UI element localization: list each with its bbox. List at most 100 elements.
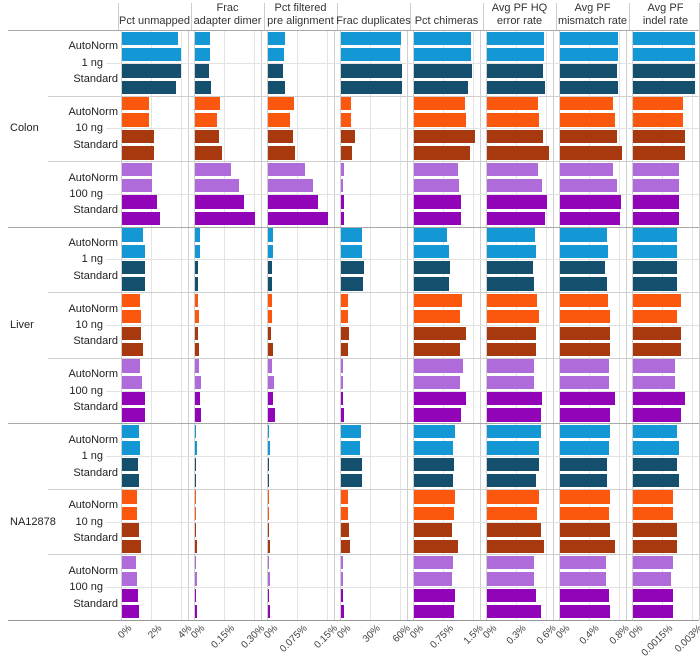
bar [487,342,536,357]
bar [633,146,685,160]
bar [341,195,345,209]
bar [195,228,200,242]
sample-separator-line [8,423,699,425]
x-tick-label: 0.4% [577,623,602,647]
bar [414,146,470,160]
sample-separator-line [8,30,699,31]
bar [414,572,452,586]
bar [487,392,542,406]
group-center-gridline [106,193,699,195]
bar [633,457,677,471]
bar [487,408,541,422]
bar [195,326,198,340]
bar [195,457,196,471]
bar [414,228,448,242]
bar [487,506,537,521]
bar [560,47,618,62]
input-separator-line [48,292,699,294]
bar [633,260,677,275]
bar [633,474,679,488]
bar [122,392,145,406]
bar [341,277,364,291]
bar [268,424,270,439]
bar [560,129,617,144]
bar [122,146,154,160]
bar [195,572,197,586]
norm-method-label: AutoNorm [68,368,118,381]
x-tick-label: 2% [145,623,164,641]
bar [268,113,290,127]
bar [487,457,539,471]
bar [633,506,673,521]
bar [268,64,283,78]
bar [633,588,673,603]
bar [341,375,343,390]
bar [414,359,463,373]
bar [633,31,695,45]
norm-method-label: Standard [73,335,118,348]
bar [633,523,677,537]
input-separator-line [48,554,699,556]
bar [122,179,152,193]
bar [122,310,141,324]
bar [341,490,349,504]
x-tick-label: 0% [115,623,134,641]
bar [560,244,609,258]
bar [487,375,534,390]
header-separator [629,3,630,30]
bar [122,539,142,553]
bar [414,129,476,144]
bar [487,195,547,209]
bar [487,572,534,586]
bar [414,47,471,62]
bar [341,523,349,537]
input-amount-label: 1 ng [81,450,103,463]
bar [414,326,466,340]
bar [268,211,329,226]
bar [341,572,343,586]
bar [487,113,539,127]
bar [122,375,142,390]
group-center-gridline [106,128,699,130]
bar [414,342,461,357]
norm-method-label: Standard [73,269,118,282]
x-tick-label: 0.003% [673,623,700,655]
bar [414,195,462,209]
bar [341,539,350,553]
bar [487,47,544,62]
bar [195,277,199,291]
bar [560,506,609,521]
x-tick-label: 0% [553,623,572,641]
norm-method-label: AutoNorm [68,105,118,118]
bar [414,474,453,488]
header-separator [337,3,338,30]
bar [195,31,210,45]
bar [195,179,239,193]
bar [122,474,139,488]
bar [633,441,679,455]
facet-header: Avg PF mismatch rate [557,2,628,27]
bar [633,375,675,390]
bar [633,605,673,619]
norm-method-label: Standard [73,73,118,86]
bar [414,64,473,78]
bar [487,277,534,291]
bar [414,392,466,406]
bar [195,146,222,160]
bar [268,359,273,373]
group-center-gridline [106,456,699,458]
bar [122,588,138,603]
bar [268,47,284,62]
group-center-gridline [106,521,699,523]
bar [560,572,606,586]
bar [487,326,536,340]
input-amount-label: 100 ng [69,384,103,397]
x-tick-label: 0% [626,623,645,641]
bar [633,392,685,406]
bar [341,146,353,160]
facet-header: Frac duplicates [336,14,411,27]
bar [195,588,197,603]
facet-header: Avg PF indel rate [642,2,689,27]
bar [122,97,149,111]
